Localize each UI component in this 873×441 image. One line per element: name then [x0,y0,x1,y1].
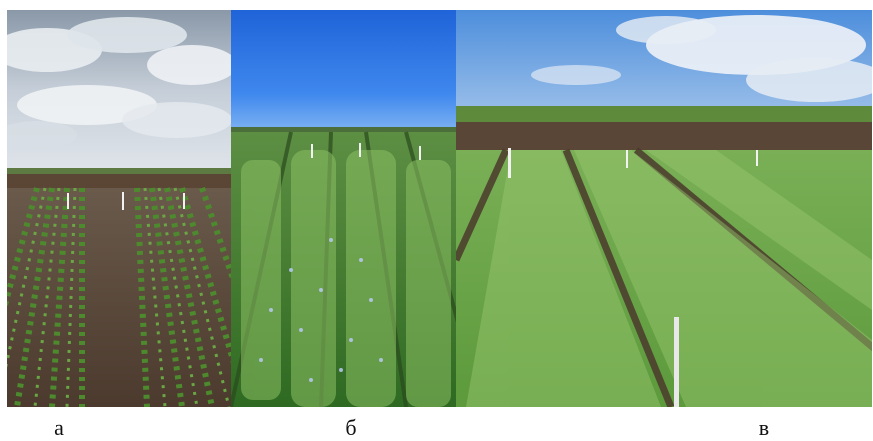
photo-panel-a [7,10,231,407]
panel-label-a: а [54,415,64,440]
photo-panel-b [231,10,456,407]
field-photo-mature-plots [456,10,872,407]
field-photo-flowering-plants [231,10,456,407]
panel-label-c: в [758,415,770,440]
panel-label-b: б [345,415,357,440]
photo-panel-c [456,10,872,407]
field-photo-young-seedlings [7,10,231,407]
